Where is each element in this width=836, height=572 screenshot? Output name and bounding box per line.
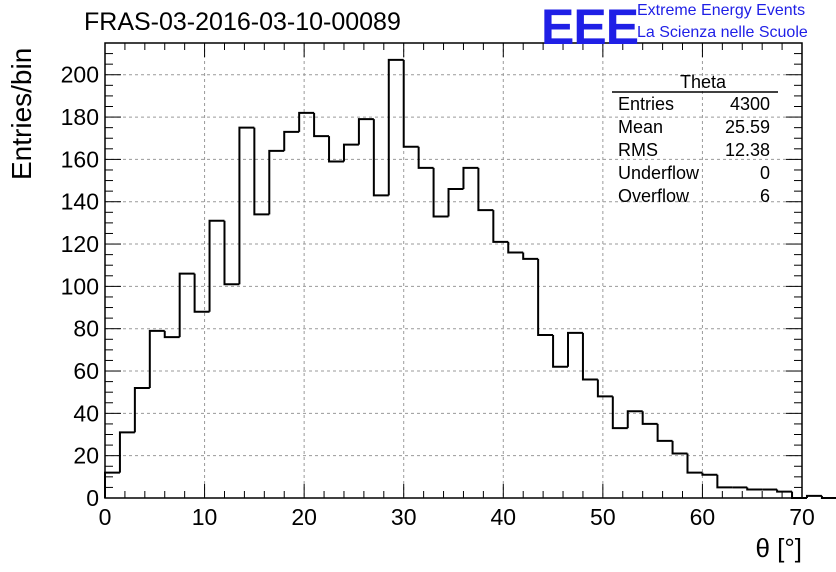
histogram-bin: [342, 143, 359, 162]
stats-value: 6: [760, 186, 770, 206]
histogram-bin: [462, 166, 479, 190]
histogram-bin: [268, 149, 285, 215]
stats-value: 12.38: [725, 140, 770, 160]
histogram-bin: [148, 329, 165, 388]
y-tick-label: 160: [61, 146, 99, 172]
histogram-bin: [805, 494, 822, 498]
histogram-bin: [372, 119, 389, 197]
histogram-bin: [417, 146, 434, 169]
y-tick-label: 40: [73, 400, 99, 426]
axis-ticks: [104, 42, 803, 499]
histogram-bin: [253, 127, 270, 216]
histogram-bin: [298, 111, 315, 132]
histogram-bin: [178, 272, 195, 338]
stats-value: 25.59: [725, 117, 770, 137]
stats-label: Entries: [618, 94, 674, 114]
x-tick-label: 70: [789, 504, 815, 530]
histogram-bin: [701, 472, 718, 476]
histogram-bin: [208, 219, 225, 312]
y-tick-label: 200: [61, 62, 99, 88]
histogram-bin: [776, 489, 793, 493]
stats-label: Overflow: [618, 186, 690, 206]
y-tick-label: 0: [86, 485, 99, 511]
histogram-bin: [611, 396, 628, 430]
histogram-bin: [656, 423, 673, 442]
x-axis-label: θ [°]: [755, 533, 802, 563]
y-tick-label: 120: [61, 231, 99, 257]
histogram-bin: [746, 487, 763, 491]
plot-frame: [104, 42, 803, 499]
histogram-bin: [820, 495, 836, 499]
eee-logo: EEE: [541, 0, 639, 55]
histogram-bin: [133, 386, 150, 433]
x-tick-label: 20: [291, 504, 317, 530]
histogram-bin: [716, 474, 733, 489]
histogram-bin: [163, 330, 180, 339]
x-tick-label: 10: [192, 504, 218, 530]
histogram-bin: [641, 411, 658, 425]
histogram-bin: [596, 379, 613, 398]
y-axis-label: Entries/bin: [6, 47, 37, 180]
histogram-bin: [626, 410, 643, 429]
stats-value: 0: [760, 163, 770, 183]
histogram-bin: [357, 118, 374, 145]
histogram-bin: [238, 126, 255, 285]
histogram-bin: [567, 331, 583, 367]
histogram-bin: [507, 241, 524, 254]
stats-label: Mean: [618, 117, 663, 137]
histogram-bars: [104, 58, 836, 499]
histogram-bin: [283, 130, 300, 151]
axis-tick-labels: 0 10 20 30 40 50 60 700204060801001201401601802…: [61, 62, 815, 530]
histogram-bin: [313, 112, 330, 138]
histogram-bin: [686, 453, 703, 474]
stats-value: 4300: [730, 94, 770, 114]
x-tick-label: 60: [690, 504, 716, 530]
histogram-bin: [477, 167, 494, 212]
histogram-bin: [432, 167, 449, 218]
histogram-bin: [791, 491, 807, 499]
stats-box: Theta Entries 4300 Mean 25.59 RMS 12.38 Underfl…: [612, 72, 778, 206]
x-tick-label: 40: [490, 504, 516, 530]
histogram-bin: [223, 220, 240, 286]
x-tick-label: 30: [391, 504, 417, 530]
histogram-bin: [671, 440, 688, 455]
histogram-bin: [492, 210, 509, 243]
y-tick-label: 140: [61, 189, 99, 215]
histogram-bin: [328, 136, 344, 163]
logo-line-1: Extreme Energy Events: [637, 2, 806, 19]
x-tick-label: 0: [99, 504, 112, 530]
histogram-bin: [552, 335, 569, 368]
histogram-bin: [193, 273, 210, 313]
histogram-bin: [387, 58, 404, 196]
logo-line-2: La Scienza nelle Scuole: [637, 24, 808, 41]
y-tick-label: 20: [73, 443, 99, 469]
histogram-bin: [522, 252, 539, 260]
x-tick-label: 50: [590, 504, 616, 530]
histogram-bin: [537, 258, 554, 337]
chart-title: FRAS-03-2016-03-10-00089: [84, 8, 401, 36]
y-tick-label: 80: [73, 316, 99, 342]
y-tick-label: 180: [61, 104, 99, 130]
y-tick-label: 100: [61, 273, 99, 299]
histogram-bin: [402, 59, 419, 148]
grid-lines: [105, 43, 802, 498]
histogram-bin: [447, 188, 464, 217]
y-tick-label: 60: [73, 358, 99, 384]
histogram-bin: [118, 431, 135, 473]
histogram-bin: [581, 332, 598, 381]
stats-title: Theta: [680, 72, 727, 92]
stats-label: Underflow: [618, 163, 700, 183]
stats-label: RMS: [618, 140, 658, 160]
